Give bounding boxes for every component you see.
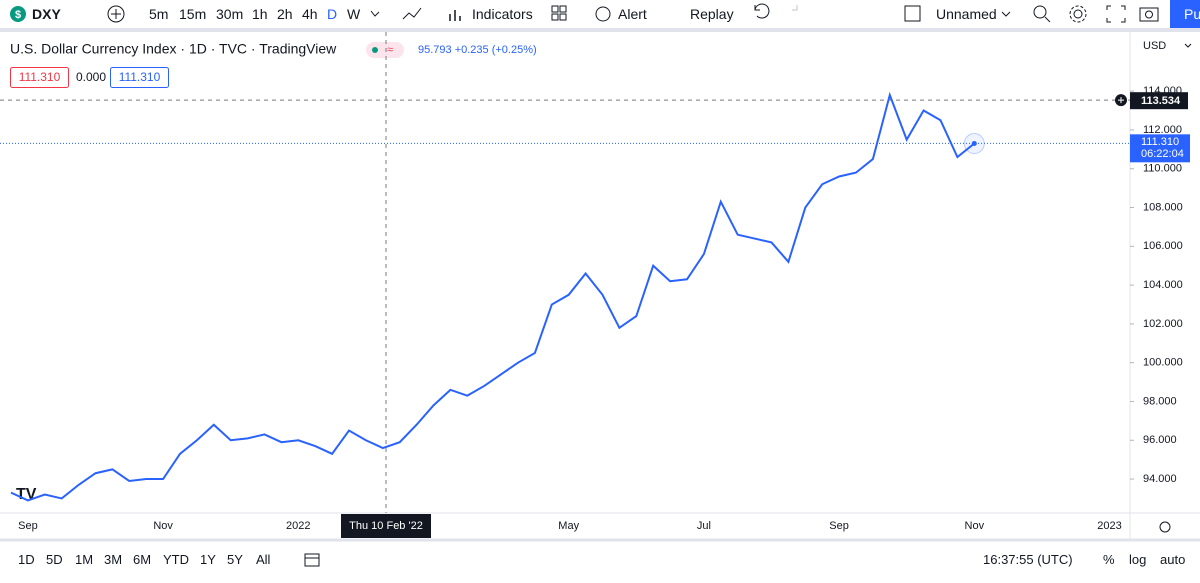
interval[interactable]: 5m bbox=[149, 6, 169, 22]
status-dot bbox=[372, 47, 378, 53]
svg-text:$: $ bbox=[15, 9, 21, 21]
replay-button[interactable]: Replay bbox=[690, 6, 734, 22]
range[interactable]: 1D bbox=[18, 552, 35, 567]
status-badge bbox=[366, 42, 404, 58]
plot: 94.000 96.000 98.000 100.000 102.000 104.000 1… bbox=[0, 32, 1190, 538]
ask-box[interactable] bbox=[110, 67, 169, 88]
x-tick-label: Sep bbox=[829, 520, 849, 532]
y-tick-label: 104.000 bbox=[1143, 279, 1183, 291]
crosshair-price-box bbox=[1130, 92, 1188, 110]
range[interactable]: 3M bbox=[104, 552, 123, 567]
bid-box[interactable] bbox=[10, 67, 69, 88]
percent-toggle[interactable]: % bbox=[1103, 552, 1115, 567]
toolbar-icons bbox=[370, 5, 611, 22]
y-tick-label: 106.000 bbox=[1143, 240, 1183, 252]
y-tick-label: 108.000 bbox=[1143, 201, 1183, 213]
y-tick-label: 112.000 bbox=[1143, 124, 1182, 136]
range[interactable]: 1Y bbox=[200, 552, 216, 567]
x-tick-label: Jul bbox=[697, 520, 711, 532]
status-icon: ≈ bbox=[387, 44, 393, 56]
add-symbol[interactable] bbox=[104, 2, 128, 26]
symbol-icon: $ bbox=[10, 6, 26, 22]
crosshair-date-box bbox=[341, 514, 431, 538]
range[interactable]: YTD bbox=[163, 552, 189, 567]
y-tick-label: 102.000 bbox=[1143, 318, 1183, 330]
range[interactable]: 5D bbox=[46, 552, 63, 567]
x-tick-label: Sep bbox=[18, 520, 38, 532]
spread: 0.000 bbox=[76, 70, 106, 84]
last-price-label: 111.310 bbox=[1141, 136, 1179, 148]
interval[interactable]: D bbox=[327, 6, 338, 22]
add-price-plus bbox=[1118, 97, 1124, 104]
x-tick-label: 2022 bbox=[286, 520, 310, 532]
interval[interactable]: 2h bbox=[277, 6, 293, 22]
y-tick-label: 100.000 bbox=[1143, 357, 1183, 369]
interval[interactable]: 30m bbox=[216, 6, 244, 22]
last-point bbox=[971, 141, 977, 147]
layout-name[interactable]: Unnamed bbox=[936, 6, 997, 22]
crosshair-price: 113.534 bbox=[1141, 95, 1181, 107]
alert-button[interactable]: Alert bbox=[618, 6, 647, 22]
log-toggle[interactable]: log bbox=[1129, 552, 1147, 567]
settings-icon[interactable] bbox=[1159, 521, 1171, 533]
interval[interactable]: 1h bbox=[252, 6, 268, 22]
range[interactable]: All bbox=[256, 552, 271, 567]
ask: 111.310 bbox=[119, 70, 161, 84]
crosshair-date: Thu 10 Feb '22 bbox=[349, 520, 423, 532]
indicators-button[interactable]: Indicators bbox=[472, 6, 533, 22]
range[interactable]: 5Y bbox=[227, 552, 243, 567]
interval[interactable]: 4h bbox=[302, 6, 318, 22]
price-line bbox=[10, 91, 975, 502]
x-tick-label: 2023 bbox=[1097, 520, 1121, 532]
y-tick-label: 94.000 bbox=[1143, 473, 1177, 485]
range[interactable]: 1M bbox=[75, 552, 94, 567]
x-tick-label: Nov bbox=[965, 520, 985, 532]
x-tick-label: May bbox=[558, 520, 579, 532]
interval[interactable]: W bbox=[347, 6, 361, 22]
publish-label: Pu bbox=[1184, 6, 1200, 22]
currency[interactable]: USD bbox=[1143, 40, 1166, 52]
auto-toggle[interactable]: auto bbox=[1160, 552, 1186, 567]
currency-arrow bbox=[1184, 43, 1192, 48]
bid: 111.310 bbox=[19, 70, 61, 84]
clock[interactable]: 16:37:55 (UTC) bbox=[983, 552, 1073, 567]
y-tick-label: 98.000 bbox=[1143, 395, 1177, 407]
y-tick-label: 96.000 bbox=[1143, 434, 1177, 446]
range[interactable]: 6M bbox=[133, 552, 152, 567]
top-toolbar bbox=[0, 0, 1200, 32]
toolbar-right-icons bbox=[754, 3, 1159, 23]
publish-button[interactable]: Pu bbox=[1170, 0, 1200, 28]
interval[interactable]: 15m bbox=[179, 6, 207, 22]
last-price-box bbox=[1130, 134, 1190, 163]
chart: U.S. Dollar Currency Index · 1D · TVC · … bbox=[0, 32, 1200, 542]
legend-title: U.S. Dollar Currency Index · 1D · TVC · … bbox=[10, 41, 337, 57]
date-range-icon[interactable] bbox=[303, 550, 323, 570]
y-tick-label: 110.000 bbox=[1143, 163, 1182, 175]
legend-quote: 95.793 +0.235 (+0.25%) bbox=[418, 44, 537, 56]
symbol[interactable]: DXY bbox=[32, 6, 61, 22]
x-tick-label: Nov bbox=[153, 520, 173, 532]
countdown: 06:22:04 bbox=[1141, 148, 1184, 160]
